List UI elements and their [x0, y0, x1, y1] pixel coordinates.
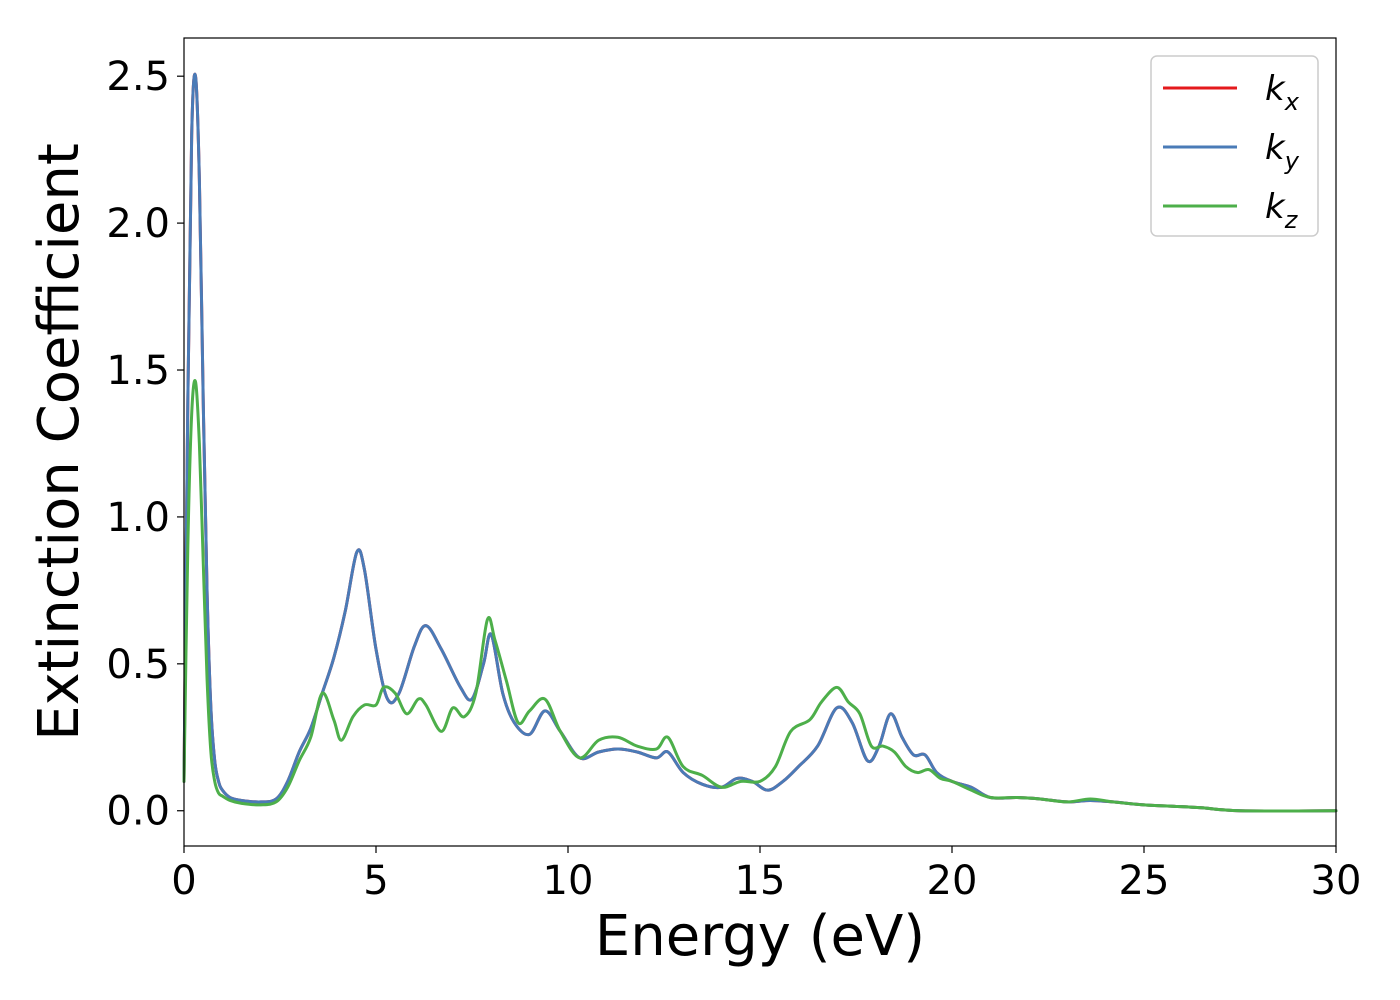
y-tick-label: 0.5 [106, 642, 170, 688]
legend-entry: ky [1265, 128, 1300, 175]
legend-entry-base: k [1265, 187, 1286, 227]
x-tick-label: 30 [1311, 858, 1362, 904]
legend-entry-base: k [1265, 128, 1286, 168]
y-tick-label: 1.5 [106, 348, 170, 394]
x-tick-label: 0 [171, 858, 196, 904]
legend-entry: kx [1265, 69, 1300, 116]
legend-entry-subscript: z [1284, 206, 1299, 234]
x-axis-label: Energy (eV) [595, 904, 925, 969]
y-tick-label: 1.0 [106, 495, 170, 541]
y-axis-label: Extinction Coefficient [27, 143, 92, 741]
x-tick-label: 25 [1119, 858, 1170, 904]
y-axis: 0.0 0.5 1.0 1.5 2.0 2.5 [106, 54, 184, 835]
y-tick-label: 0.0 [106, 789, 170, 835]
x-tick-label: 5 [363, 858, 388, 904]
legend-entry: kz [1265, 187, 1299, 234]
x-axis: 0 5 10 15 20 25 30 [171, 846, 1361, 904]
legend-entry-subscript: x [1284, 88, 1300, 116]
y-tick-label: 2.0 [106, 201, 170, 247]
x-tick-label: 10 [543, 858, 594, 904]
series-line-k-z [182, 379, 1338, 813]
y-tick-label: 2.5 [106, 54, 170, 100]
x-tick-label: 20 [927, 858, 978, 904]
series-lines [182, 72, 1338, 813]
x-tick-label: 15 [735, 858, 786, 904]
series-line-k-y [182, 72, 1338, 813]
legend-entry-subscript: y [1284, 147, 1300, 175]
legend-entry-base: k [1265, 69, 1286, 109]
